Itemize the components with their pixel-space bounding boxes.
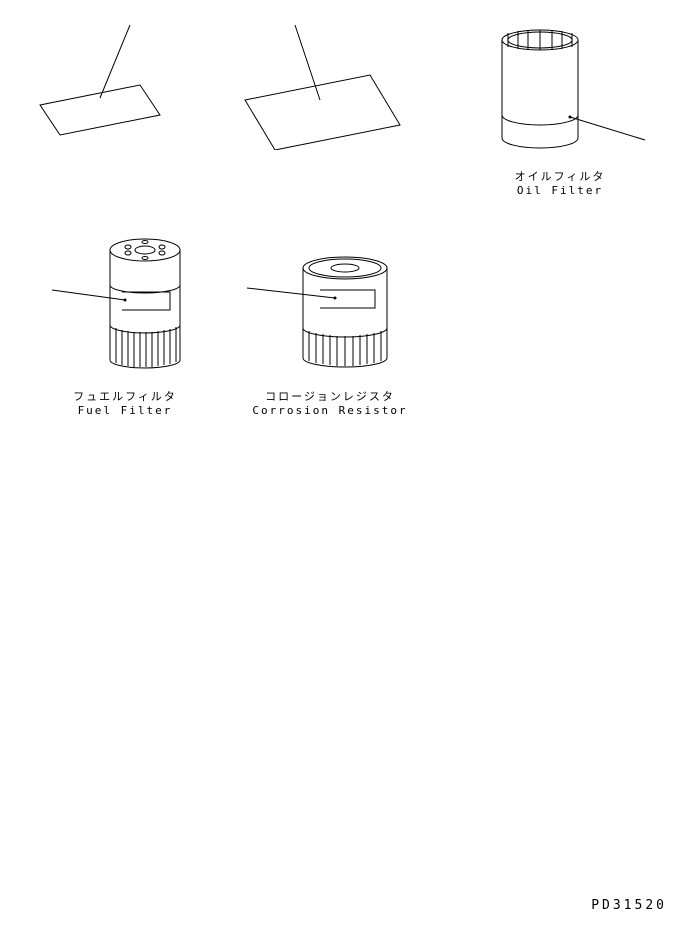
fuel-filter-drawing bbox=[50, 230, 200, 380]
drawing-number: PD31520 bbox=[591, 898, 667, 913]
part-fuel-filter: フュエルフィルタ Fuel Filter bbox=[50, 230, 200, 417]
corrosion-resistor-label-en: Corrosion Resistor bbox=[245, 404, 415, 417]
part-oil-filter: オイルフィルタ Oil Filter bbox=[470, 20, 650, 197]
oil-filter-label-jp: オイルフィルタ bbox=[470, 168, 650, 184]
fuel-filter-label-en: Fuel Filter bbox=[50, 404, 200, 417]
oil-filter-drawing bbox=[470, 20, 650, 160]
part-plate-1 bbox=[30, 20, 170, 140]
fuel-filter-label-jp: フュエルフィルタ bbox=[50, 388, 200, 404]
part-corrosion-resistor: コロージョンレジスタ Corrosion Resistor bbox=[245, 250, 415, 417]
plate-2-drawing bbox=[230, 20, 410, 150]
part-plate-2 bbox=[230, 20, 410, 150]
parts-diagram: オイルフィルタ Oil Filter bbox=[0, 0, 682, 928]
corrosion-resistor-label-jp: コロージョンレジスタ bbox=[245, 388, 415, 404]
corrosion-resistor-drawing bbox=[245, 250, 415, 380]
oil-filter-label-en: Oil Filter bbox=[470, 184, 650, 197]
plate-1-drawing bbox=[30, 20, 170, 140]
